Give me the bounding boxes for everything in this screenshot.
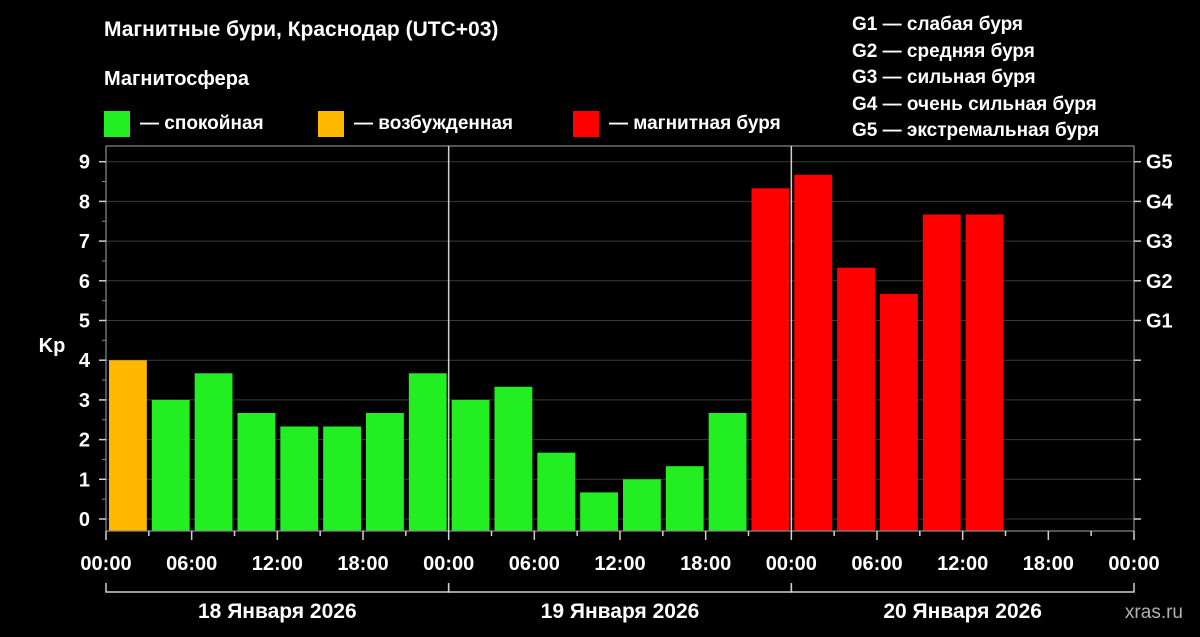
legend-item-calm: — спокойная — [104, 111, 264, 137]
bar-kp — [623, 479, 661, 531]
bar-kp — [537, 452, 576, 531]
y-tick-label: 3 — [79, 390, 90, 412]
g-scale-item-g4: G4 — очень сильная буря — [852, 93, 1097, 115]
right-axis-label-g1: G1 — [1146, 311, 1173, 333]
bar-kp — [323, 426, 361, 531]
right-axis-label-g3: G3 — [1146, 231, 1173, 253]
x-tick-label: 06:00 — [851, 553, 902, 575]
right-axis-label-g2: G2 — [1146, 271, 1173, 293]
day-bracket — [447, 583, 793, 593]
x-tick-label: 18:00 — [1023, 553, 1074, 575]
legend-label-calm: — спокойная — [140, 113, 264, 134]
legend-title: Магнитосфера — [104, 68, 250, 90]
day-label: 20 Января 2026 — [883, 600, 1042, 623]
bar-kp — [194, 373, 233, 531]
g-scale-item-g3: G3 — сильная буря — [852, 67, 1036, 88]
bar-kp — [494, 386, 533, 531]
legend-swatch-calm — [104, 111, 130, 137]
bar-kp — [237, 413, 276, 531]
bar-kp — [366, 413, 404, 531]
legend-item-excited: — возбужденная — [318, 111, 513, 137]
bar-kp — [665, 466, 704, 531]
y-tick-label: 4 — [79, 350, 91, 372]
bar-kp — [451, 399, 490, 531]
x-tick-label: 00:00 — [80, 553, 131, 575]
bar-kp — [794, 174, 833, 531]
y-tick-label: 1 — [79, 469, 90, 491]
y-tick-label: 6 — [79, 271, 90, 293]
g-scale-item-g2: G2 — средняя буря — [852, 40, 1035, 62]
right-axis-label-g4: G4 — [1146, 191, 1174, 213]
g-scale-item-g5: G5 — экстремальная буря — [852, 120, 1100, 141]
x-tick-label: 18:00 — [680, 553, 731, 575]
y-tick-label: 0 — [79, 509, 90, 531]
bar-kp — [280, 426, 319, 531]
y-tick-label: 7 — [79, 231, 90, 253]
legend-label-storm: — магнитная буря — [609, 113, 781, 134]
x-tick-label: 00:00 — [766, 553, 817, 575]
right-axis-label-g5: G5 — [1146, 152, 1173, 174]
y-tick-label: 5 — [79, 311, 90, 333]
y-axis-label: Kp — [39, 335, 66, 357]
g-scale-item-g1: G1 — слабая буря — [852, 14, 1024, 35]
watermark: xras.ru — [1125, 602, 1183, 623]
bar-kp — [751, 188, 790, 531]
grid-layer — [106, 161, 1134, 520]
y-tick-label: 2 — [79, 430, 90, 452]
bar-kp — [880, 293, 918, 531]
bar-kp — [708, 413, 747, 531]
legend-item-storm: — магнитная буря — [573, 111, 781, 137]
bar-kp — [965, 214, 1004, 531]
day-label: 18 Января 2026 — [198, 600, 357, 623]
bar-kp — [151, 399, 190, 531]
y-tick-label: 9 — [79, 152, 90, 174]
x-tick-label: 06:00 — [509, 553, 560, 575]
legend-swatch-excited — [318, 111, 344, 137]
bar-kp — [580, 492, 618, 531]
x-tick-label: 12:00 — [937, 553, 988, 575]
x-tick-label: 00:00 — [423, 553, 474, 575]
bar-kp — [837, 267, 875, 531]
bars-layer — [109, 174, 1004, 531]
day-bracket — [790, 583, 1135, 593]
bar-kp — [109, 360, 147, 531]
bar-kp — [408, 373, 447, 531]
day-label: 19 Января 2026 — [541, 600, 700, 623]
legend-label-excited: — возбужденная — [354, 113, 514, 134]
legend-swatch-storm — [573, 111, 599, 137]
g-scale-legend: G1 — слабая буря G2 — средняя буря G3 — … — [852, 12, 1099, 145]
x-tick-label: 18:00 — [337, 553, 388, 575]
axes-layer — [99, 145, 1141, 593]
x-tick-label: 00:00 — [1108, 553, 1159, 575]
bar-kp — [922, 214, 961, 531]
chart-title: Магнитные бури, Краснодар (UTC+03) — [104, 18, 499, 41]
x-tick-label: 06:00 — [166, 553, 217, 575]
labels-layer: 0 1 2 3 4 5 6 7 8 9 G1 G2 G3 G4 G5 00:00 06:00 12:00 18:00… — [79, 152, 1174, 623]
day-bracket — [105, 583, 450, 593]
y-tick-label: 8 — [79, 191, 90, 213]
x-tick-label: 12:00 — [594, 553, 645, 575]
x-tick-label: 12:00 — [252, 553, 303, 575]
